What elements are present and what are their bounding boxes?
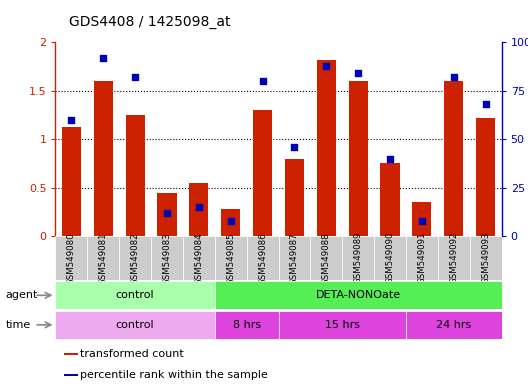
Text: GSM549083: GSM549083 — [163, 232, 172, 285]
Text: GSM549080: GSM549080 — [67, 232, 76, 285]
Bar — [64, 374, 79, 376]
Bar — [62, 127, 81, 236]
Point — [227, 218, 235, 224]
Bar — [438, 236, 470, 280]
Bar — [342, 236, 374, 280]
Bar — [183, 236, 215, 280]
Bar — [215, 281, 502, 309]
Text: GSM549091: GSM549091 — [418, 232, 427, 285]
Bar — [119, 236, 151, 280]
Point — [67, 117, 76, 123]
Point — [290, 144, 299, 150]
Bar — [374, 236, 406, 280]
Text: GSM549084: GSM549084 — [194, 232, 203, 285]
Text: GSM549093: GSM549093 — [481, 232, 490, 285]
Text: percentile rank within the sample: percentile rank within the sample — [80, 370, 268, 380]
Point — [163, 210, 171, 216]
Point — [386, 156, 394, 162]
Text: GSM549081: GSM549081 — [99, 232, 108, 285]
Bar — [444, 81, 464, 236]
Text: 24 hrs: 24 hrs — [436, 320, 472, 330]
Text: GSM549092: GSM549092 — [449, 232, 458, 285]
Bar — [189, 183, 209, 236]
Point — [418, 218, 426, 224]
Bar — [55, 311, 215, 339]
Bar — [279, 236, 310, 280]
Bar — [151, 236, 183, 280]
Bar — [93, 81, 113, 236]
Text: GDS4408 / 1425098_at: GDS4408 / 1425098_at — [69, 15, 230, 29]
Bar — [221, 209, 240, 236]
Text: GSM549089: GSM549089 — [354, 232, 363, 285]
Bar — [64, 353, 79, 354]
Bar — [317, 60, 336, 236]
Text: 8 hrs: 8 hrs — [233, 320, 261, 330]
Text: 15 hrs: 15 hrs — [325, 320, 360, 330]
Bar — [310, 236, 342, 280]
Bar — [279, 311, 406, 339]
Bar — [406, 236, 438, 280]
Bar — [215, 311, 278, 339]
Bar — [285, 159, 304, 236]
Text: GSM549085: GSM549085 — [226, 232, 235, 285]
Text: GSM549090: GSM549090 — [385, 232, 394, 285]
Bar — [406, 311, 502, 339]
Point — [354, 70, 362, 76]
Bar — [470, 236, 502, 280]
Point — [131, 74, 139, 80]
Text: GSM549088: GSM549088 — [322, 232, 331, 285]
Text: GSM549086: GSM549086 — [258, 232, 267, 285]
Bar — [476, 118, 495, 236]
Bar — [253, 110, 272, 236]
Point — [195, 204, 203, 210]
Text: control: control — [116, 290, 154, 300]
Bar — [215, 236, 247, 280]
Text: transformed count: transformed count — [80, 349, 184, 359]
Bar — [55, 236, 87, 280]
Point — [449, 74, 458, 80]
Bar — [348, 81, 367, 236]
Text: time: time — [5, 320, 31, 330]
Bar — [412, 202, 431, 236]
Text: agent: agent — [5, 290, 37, 300]
Text: GSM549082: GSM549082 — [130, 232, 139, 285]
Text: control: control — [116, 320, 154, 330]
Point — [99, 55, 108, 61]
Text: GSM549087: GSM549087 — [290, 232, 299, 285]
Bar — [157, 192, 176, 236]
Text: DETA-NONOate: DETA-NONOate — [316, 290, 401, 300]
Bar — [381, 164, 400, 236]
Bar — [126, 115, 145, 236]
Bar — [247, 236, 279, 280]
Point — [258, 78, 267, 84]
Bar — [55, 281, 215, 309]
Point — [322, 63, 331, 69]
Point — [482, 101, 490, 108]
Bar — [87, 236, 119, 280]
